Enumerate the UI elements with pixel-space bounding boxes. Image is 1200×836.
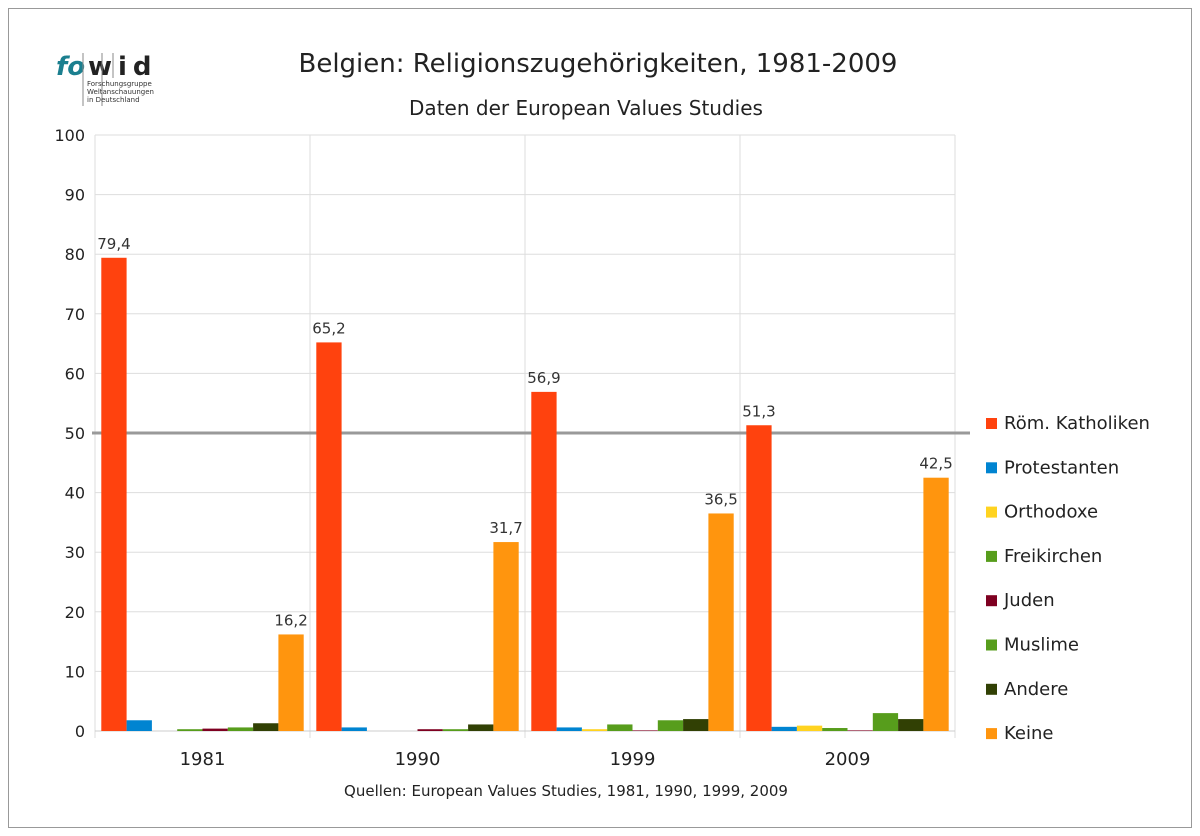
y-tick-label: 20 (65, 603, 85, 622)
legend-swatch (986, 418, 997, 429)
bar-keine (708, 513, 734, 731)
data-label: 65,2 (312, 319, 345, 337)
data-label: 16,2 (274, 611, 307, 629)
bar-keine (493, 542, 519, 731)
legend-label: Freikirchen (1004, 546, 1102, 567)
bar-röm-katholiken (101, 257, 127, 731)
y-tick-label: 90 (65, 186, 85, 205)
x-tick-label: 2009 (825, 749, 871, 770)
bar-muslime (442, 729, 469, 731)
legend-label: Muslime (1004, 635, 1079, 656)
bar-juden (417, 729, 443, 731)
bar-protestanten (126, 720, 152, 731)
legend-swatch (986, 683, 997, 695)
y-tick-label: 40 (65, 484, 85, 503)
bar-orthodoxe (796, 725, 823, 731)
bar-röm-katholiken (531, 391, 557, 731)
x-tick-label: 1981 (180, 749, 226, 770)
y-tick-label: 100 (54, 126, 85, 145)
y-tick-label: 30 (65, 543, 85, 562)
y-tick-label: 70 (65, 305, 85, 324)
logo-fo: fo (56, 52, 85, 82)
data-label: 79,4 (97, 235, 130, 253)
legend-swatch (986, 595, 997, 607)
bar-juden (847, 730, 873, 731)
chart-source: Quellen: European Values Studies, 1981, … (344, 782, 788, 800)
y-tick-label: 60 (65, 364, 85, 383)
y-tick-label: 10 (65, 662, 85, 681)
bar-muslime (227, 727, 254, 731)
bar-andere (253, 723, 279, 731)
bar-juden (632, 730, 658, 731)
bar-röm-katholiken (746, 425, 772, 731)
legend-swatch (986, 462, 997, 474)
data-label: 31,7 (489, 519, 522, 537)
legend-swatch (986, 506, 997, 518)
legend-label: Juden (1003, 590, 1055, 611)
logo-line: in Deutschland (87, 96, 140, 104)
logo-line: Forschungsgruppe (87, 80, 152, 88)
logo-line: Weltanschauungen (87, 88, 154, 96)
logo-wid: wid (88, 52, 158, 82)
legend-label: Röm. Katholiken (1004, 413, 1150, 434)
legend-label: Protestanten (1004, 457, 1119, 478)
logo: fo wid Forschungsgruppe Weltanschauungen… (56, 52, 158, 106)
data-label: 36,5 (704, 490, 737, 508)
y-tick-label: 50 (65, 424, 85, 443)
bar-muslime (657, 720, 684, 731)
data-label: 56,9 (527, 369, 560, 387)
bar-protestanten (556, 727, 582, 731)
bar-keine (923, 477, 949, 731)
y-tick-label: 80 (65, 245, 85, 264)
bar-freikirchen (177, 729, 203, 731)
y-tick-label: 0 (75, 722, 85, 741)
bar-protestanten (771, 726, 797, 731)
legend-label: Keine (1004, 723, 1053, 744)
chart-title: Belgien: Religionszugehörigkeiten, 1981-… (299, 49, 898, 79)
legend-label: Orthodoxe (1004, 502, 1098, 523)
legend-label: Andere (1004, 679, 1068, 700)
bar-andere (468, 724, 494, 731)
bar-andere (898, 719, 924, 731)
legend-swatch (986, 550, 997, 562)
bar-muslime (872, 713, 899, 731)
data-label: 51,3 (742, 402, 775, 420)
x-tick-label: 1990 (395, 749, 441, 770)
bar-andere (683, 719, 709, 731)
legend-swatch (986, 639, 997, 651)
bar-freikirchen (607, 724, 633, 731)
bar-orthodoxe (581, 729, 608, 731)
bar-freikirchen (822, 728, 848, 731)
chart-subtitle: Daten der European Values Studies (409, 96, 763, 120)
bar-keine (278, 634, 304, 731)
bar-röm-katholiken (316, 342, 342, 731)
bar-juden (202, 728, 228, 731)
data-label: 42,5 (919, 455, 952, 473)
x-tick-label: 1999 (610, 749, 656, 770)
legend-swatch (986, 728, 997, 740)
bar-protestanten (341, 727, 367, 731)
